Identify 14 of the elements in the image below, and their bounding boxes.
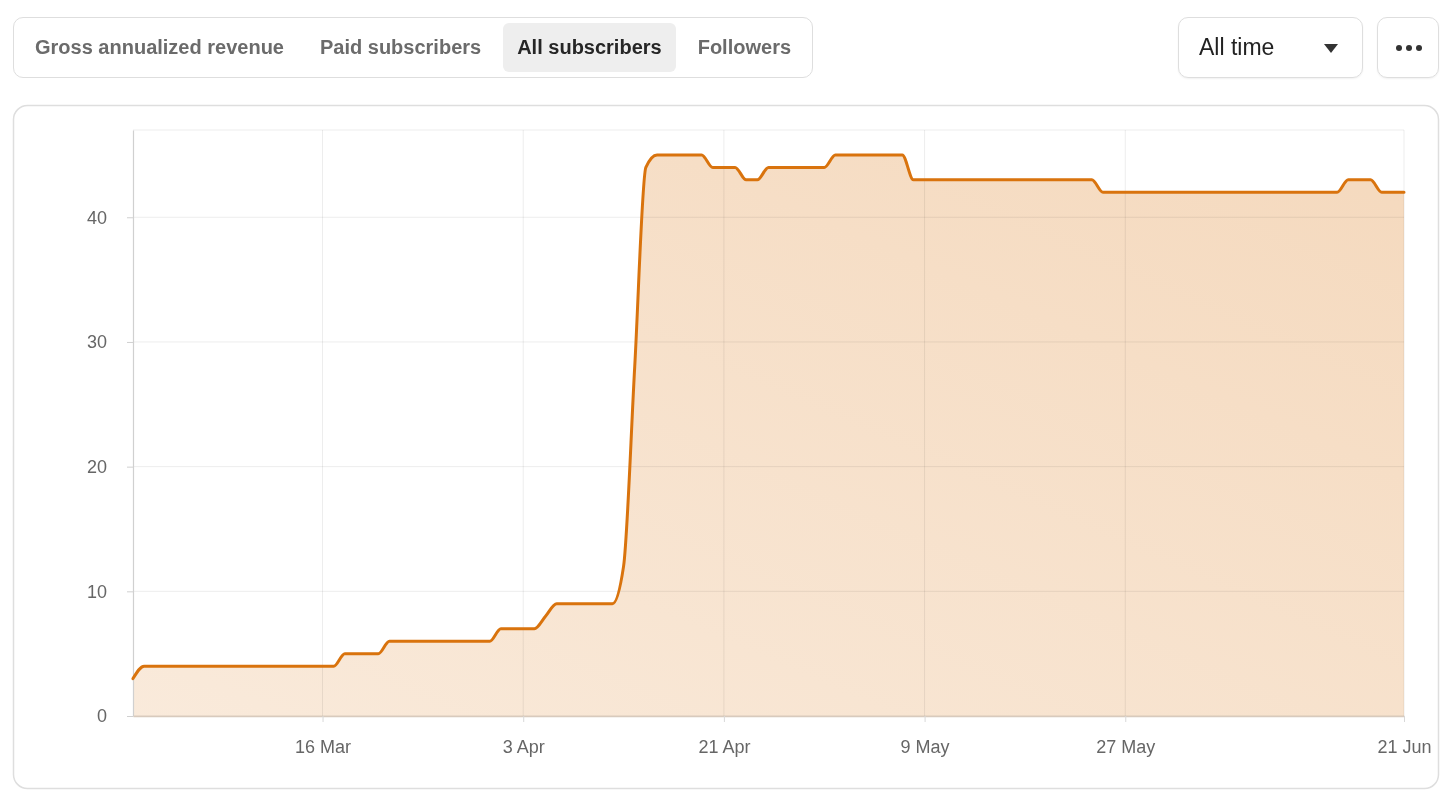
- x-tick-label: 9 May: [900, 736, 950, 757]
- x-tick-label: 16 Mar: [295, 736, 352, 757]
- dropdown: All time: [1178, 17, 1363, 78]
- y-tick-label: 20: [86, 456, 107, 477]
- x-tick-label: 27 May: [1096, 736, 1156, 757]
- x-tick-label: 3 Apr: [502, 736, 545, 757]
- y-tick-label: 10: [86, 581, 107, 602]
- tab-bar: Gross annualized revenue Paid subscribers All subscribers Followers: [13, 17, 814, 78]
- y-tick-label: 30: [86, 332, 107, 353]
- selected-tab: All subscribers: [503, 23, 676, 72]
- x-tick-label: 21 Jun: [1377, 736, 1432, 757]
- y-tick-label: 40: [86, 207, 107, 228]
- y-tick-label: 0: [96, 706, 107, 727]
- x-tick-label: 21 Apr: [698, 736, 751, 757]
